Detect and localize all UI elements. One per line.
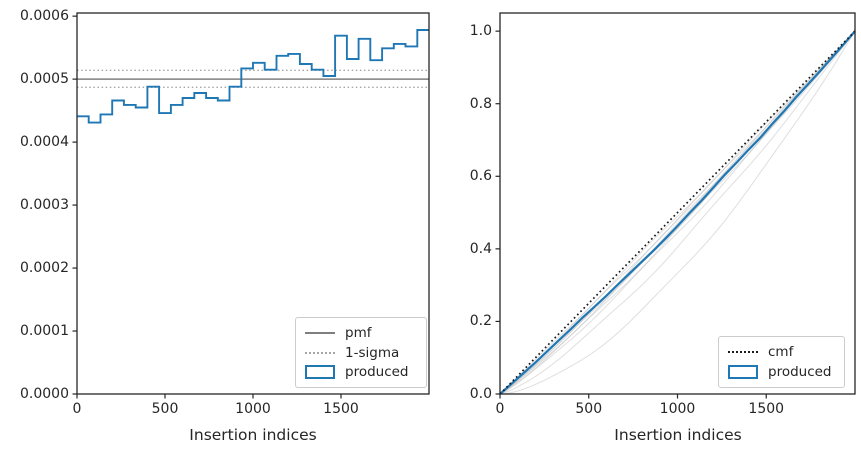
y-tick-label: 0.6 — [469, 168, 492, 185]
y-tick-label: 0.0001 — [20, 323, 69, 340]
x-tick-label: 0 — [72, 401, 82, 417]
legend-label-1-sigma: 1-sigma — [345, 344, 400, 361]
cmf-line — [499, 30, 856, 395]
y-tick-label: 0.4 — [469, 240, 492, 257]
x-tick-label: 500 — [575, 401, 603, 417]
axes-frame — [499, 12, 856, 395]
y-tick-label: 0.0005 — [20, 71, 69, 88]
legend-item-1-sigma: 1-sigma — [305, 343, 417, 363]
legend-label-produced-left: produced — [345, 364, 409, 381]
produced-rect-swatch — [305, 365, 335, 380]
y-tick-label: 1.0 — [469, 23, 492, 40]
y-tick-label: 0.0000 — [20, 386, 69, 402]
right-x-axis-label: Insertion indices — [614, 426, 742, 444]
x-tick-label: 1500 — [748, 401, 785, 417]
ensemble-curve — [499, 30, 856, 395]
y-tick-label: 0.0006 — [20, 8, 69, 25]
legend-label-cmf: cmf — [768, 344, 794, 360]
x-tick-label: 0 — [495, 401, 505, 417]
produced-cmf-line — [499, 30, 856, 395]
x-tick-label: 1000 — [659, 401, 696, 417]
cmf-line-swatch — [728, 351, 758, 353]
ensemble-curve — [499, 30, 856, 395]
legend-item-cmf: cmf — [728, 342, 835, 362]
right-legend: cmf produced — [718, 336, 845, 388]
y-tick-label: 0.0 — [469, 386, 492, 402]
legend-label-produced-right: produced — [768, 364, 832, 380]
produced-histogram-line — [77, 29, 429, 124]
y-tick-label: 0.0004 — [20, 134, 69, 151]
legend-item-produced-right: produced — [728, 362, 835, 382]
y-tick-label: 0.2 — [469, 313, 492, 330]
ensemble-curve — [499, 30, 856, 395]
ensemble-curve — [499, 30, 856, 395]
y-tick-label: 0.0002 — [20, 260, 69, 277]
pmf-line-swatch — [305, 331, 335, 334]
legend-item-produced-left: produced — [305, 362, 417, 382]
legend-label-pmf: pmf — [345, 324, 372, 341]
left-legend: pmf 1-sigma produced — [295, 317, 427, 388]
axes-frame — [76, 12, 430, 395]
x-tick-label: 500 — [151, 401, 179, 417]
x-tick-label: 1000 — [235, 401, 271, 417]
legend-item-pmf: pmf — [305, 323, 417, 343]
y-tick-label: 0.8 — [469, 95, 492, 112]
y-tick-label: 0.0003 — [20, 197, 69, 214]
produced-rect-swatch — [728, 365, 758, 379]
left-x-axis-label: Insertion indices — [189, 426, 317, 444]
sigma-line-swatch — [305, 351, 335, 354]
x-tick-label: 1500 — [323, 401, 359, 417]
